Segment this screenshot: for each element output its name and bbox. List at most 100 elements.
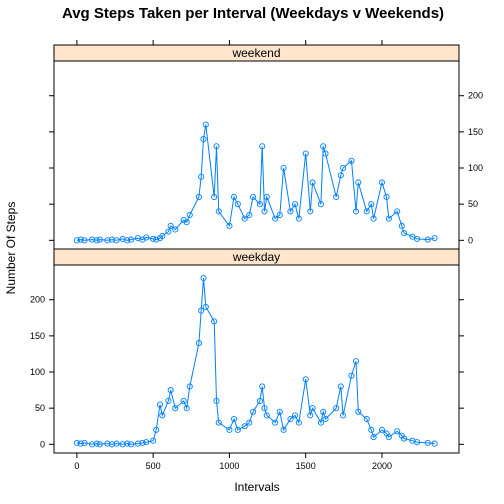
- y-tick-label: 200: [30, 295, 45, 305]
- data-point: [104, 440, 111, 447]
- data-point: [276, 408, 283, 415]
- data-point: [153, 236, 160, 243]
- data-point: [370, 215, 377, 222]
- strip-label-weekend: weekend: [231, 46, 280, 60]
- data-point: [394, 208, 401, 215]
- x-tick-label: 2000: [372, 461, 392, 471]
- data-point: [234, 201, 241, 208]
- data-point: [153, 426, 160, 433]
- data-point: [241, 215, 248, 222]
- data-point: [202, 303, 209, 310]
- data-point: [113, 237, 120, 244]
- data-point: [186, 211, 193, 219]
- data-point: [167, 387, 174, 394]
- data-point: [180, 397, 187, 404]
- series-line-weekend: [76, 124, 435, 241]
- x-tick-label: 1500: [296, 461, 316, 471]
- data-point: [215, 419, 222, 426]
- data-point: [230, 415, 238, 423]
- data-point: [256, 201, 263, 208]
- data-point: [165, 228, 172, 235]
- x-axis: 0 500 1000 1500 2000: [74, 40, 392, 471]
- data-point: [317, 419, 324, 426]
- data-point: [81, 439, 88, 446]
- data-point: [352, 358, 360, 365]
- x-tick-label: 500: [146, 461, 161, 471]
- data-point: [104, 237, 111, 244]
- y-axis-label: Number Of Steps: [4, 202, 18, 295]
- data-point: [431, 440, 438, 447]
- data-point: [213, 397, 220, 404]
- data-point: [108, 236, 116, 243]
- series-line-weekday: [76, 277, 435, 445]
- data-point: [280, 164, 287, 172]
- data-point: [195, 193, 202, 200]
- data-point: [183, 219, 190, 226]
- data-point: [355, 179, 362, 186]
- data-point: [340, 412, 347, 419]
- data-point: [307, 412, 314, 419]
- data-point: [211, 318, 218, 325]
- data-point: [363, 208, 370, 215]
- data-point: [93, 440, 100, 447]
- data-point: [134, 440, 141, 447]
- data-point: [234, 426, 241, 433]
- data-point: [73, 439, 80, 446]
- data-point: [337, 383, 344, 390]
- data-point: [113, 440, 120, 447]
- data-point: [385, 434, 392, 441]
- data-point: [124, 237, 131, 244]
- data-point: [93, 237, 100, 244]
- data-point: [291, 201, 299, 208]
- x-axis-label: Intervals: [234, 480, 279, 494]
- data-point: [250, 193, 257, 200]
- data-point: [89, 441, 96, 448]
- data-point: [317, 201, 324, 208]
- data-point: [96, 441, 103, 448]
- data-point: [295, 419, 302, 426]
- y-axis-weekend: 0 50 100 150 200: [49, 91, 483, 245]
- data-point: [127, 441, 135, 448]
- data-point: [320, 408, 327, 415]
- data-point: [200, 136, 207, 143]
- data-point: [156, 401, 164, 408]
- data-point: [414, 439, 421, 446]
- data-point: [198, 173, 205, 180]
- data-point: [172, 405, 179, 412]
- y-tick-label: 150: [30, 331, 45, 341]
- data-point: [370, 434, 377, 441]
- x-tick-label: 1000: [219, 461, 239, 471]
- data-point: [385, 215, 392, 222]
- data-point: [202, 121, 209, 128]
- data-point: [309, 405, 316, 412]
- y-tick-label: 0: [40, 439, 45, 449]
- data-point: [150, 437, 157, 444]
- points-weekend: [73, 121, 438, 244]
- data-point: [348, 157, 355, 164]
- data-point: [383, 193, 390, 200]
- data-point: [198, 307, 205, 314]
- data-point: [352, 208, 360, 215]
- data-point: [213, 143, 220, 150]
- data-point: [159, 232, 166, 240]
- data-point: [368, 201, 375, 208]
- data-point: [287, 208, 294, 215]
- data-point: [119, 441, 126, 448]
- data-point: [333, 193, 340, 200]
- data-point: [143, 439, 150, 446]
- data-point: [263, 193, 270, 200]
- y-tick-label: 150: [468, 127, 483, 137]
- data-point: [150, 235, 157, 242]
- data-point: [246, 211, 253, 219]
- panel-frame-weekday: [53, 264, 460, 454]
- data-point: [320, 143, 327, 150]
- data-point: [414, 235, 421, 242]
- data-point: [167, 222, 174, 229]
- panel-frame-weekend: [53, 60, 460, 250]
- data-point: [200, 274, 207, 282]
- data-point: [398, 222, 405, 229]
- data-point: [261, 405, 268, 412]
- data-point: [246, 419, 253, 426]
- data-point: [287, 415, 294, 423]
